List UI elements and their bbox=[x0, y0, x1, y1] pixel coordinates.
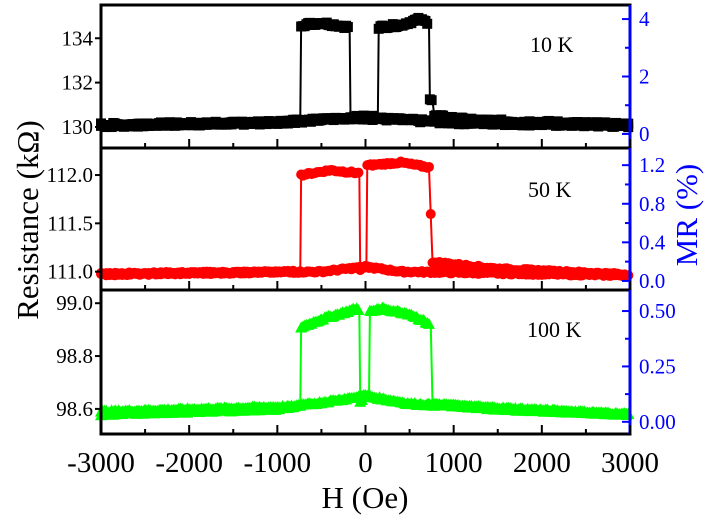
y-tick-label: 134 bbox=[62, 26, 94, 50]
data-point bbox=[623, 118, 634, 129]
panel-2-series bbox=[95, 301, 635, 421]
y2-tick-label: 0 bbox=[639, 122, 650, 146]
panel-0-series bbox=[96, 12, 634, 133]
y-tick-label: 111.0 bbox=[47, 260, 93, 284]
x-tick-label: 1000 bbox=[425, 447, 483, 479]
y-tick-label: 132 bbox=[62, 71, 94, 95]
y-tick-label: 98.8 bbox=[56, 344, 93, 368]
temperature-label: 50 K bbox=[528, 177, 572, 202]
data-point bbox=[361, 389, 374, 401]
data-point bbox=[425, 209, 436, 220]
data-point bbox=[423, 161, 434, 172]
y-tick-label: 112.0 bbox=[47, 163, 93, 187]
data-point bbox=[371, 113, 382, 124]
y-tick-label: 98.6 bbox=[56, 397, 93, 421]
y2-tick-label: 2 bbox=[639, 65, 650, 89]
panel-1-series bbox=[96, 156, 634, 282]
x-tick-label: -1000 bbox=[243, 447, 311, 479]
x-tick-label: -3000 bbox=[67, 447, 135, 479]
y2-tick-label: 0.25 bbox=[639, 354, 676, 378]
x-tick-label: 0 bbox=[358, 447, 373, 479]
data-point bbox=[426, 95, 437, 106]
data-point bbox=[342, 22, 353, 33]
y2-tick-label: 0.00 bbox=[639, 410, 676, 434]
data-point bbox=[422, 18, 433, 29]
y-axis-label: Resistance (kΩ) bbox=[10, 120, 45, 320]
y2-tick-label: 0.4 bbox=[639, 230, 666, 254]
y-tick-label: 130 bbox=[62, 115, 94, 139]
x-axis-label: H (Oe) bbox=[322, 480, 409, 515]
y-tick-label: 111.5 bbox=[47, 211, 93, 235]
y2-tick-label: 0.50 bbox=[639, 299, 676, 323]
y2-tick-label: 0.8 bbox=[639, 192, 665, 216]
y2-tick-label: 1.2 bbox=[639, 153, 665, 177]
y2-tick-label: 0.0 bbox=[639, 269, 665, 293]
y2-tick-label: 4 bbox=[639, 7, 650, 31]
data-point bbox=[422, 317, 435, 329]
temperature-label: 100 K bbox=[527, 317, 582, 342]
data-point bbox=[623, 270, 634, 281]
data-point bbox=[353, 167, 364, 178]
x-tick-label: -2000 bbox=[155, 447, 223, 479]
x-tick-label: 3000 bbox=[601, 447, 659, 479]
y2-axis-label: MR (%) bbox=[669, 164, 704, 266]
data-point bbox=[352, 303, 365, 315]
x-tick-label: 2000 bbox=[513, 447, 571, 479]
data-point bbox=[358, 262, 369, 273]
temperature-label: 10 K bbox=[530, 32, 574, 57]
y-tick-label: 99.0 bbox=[56, 291, 93, 315]
